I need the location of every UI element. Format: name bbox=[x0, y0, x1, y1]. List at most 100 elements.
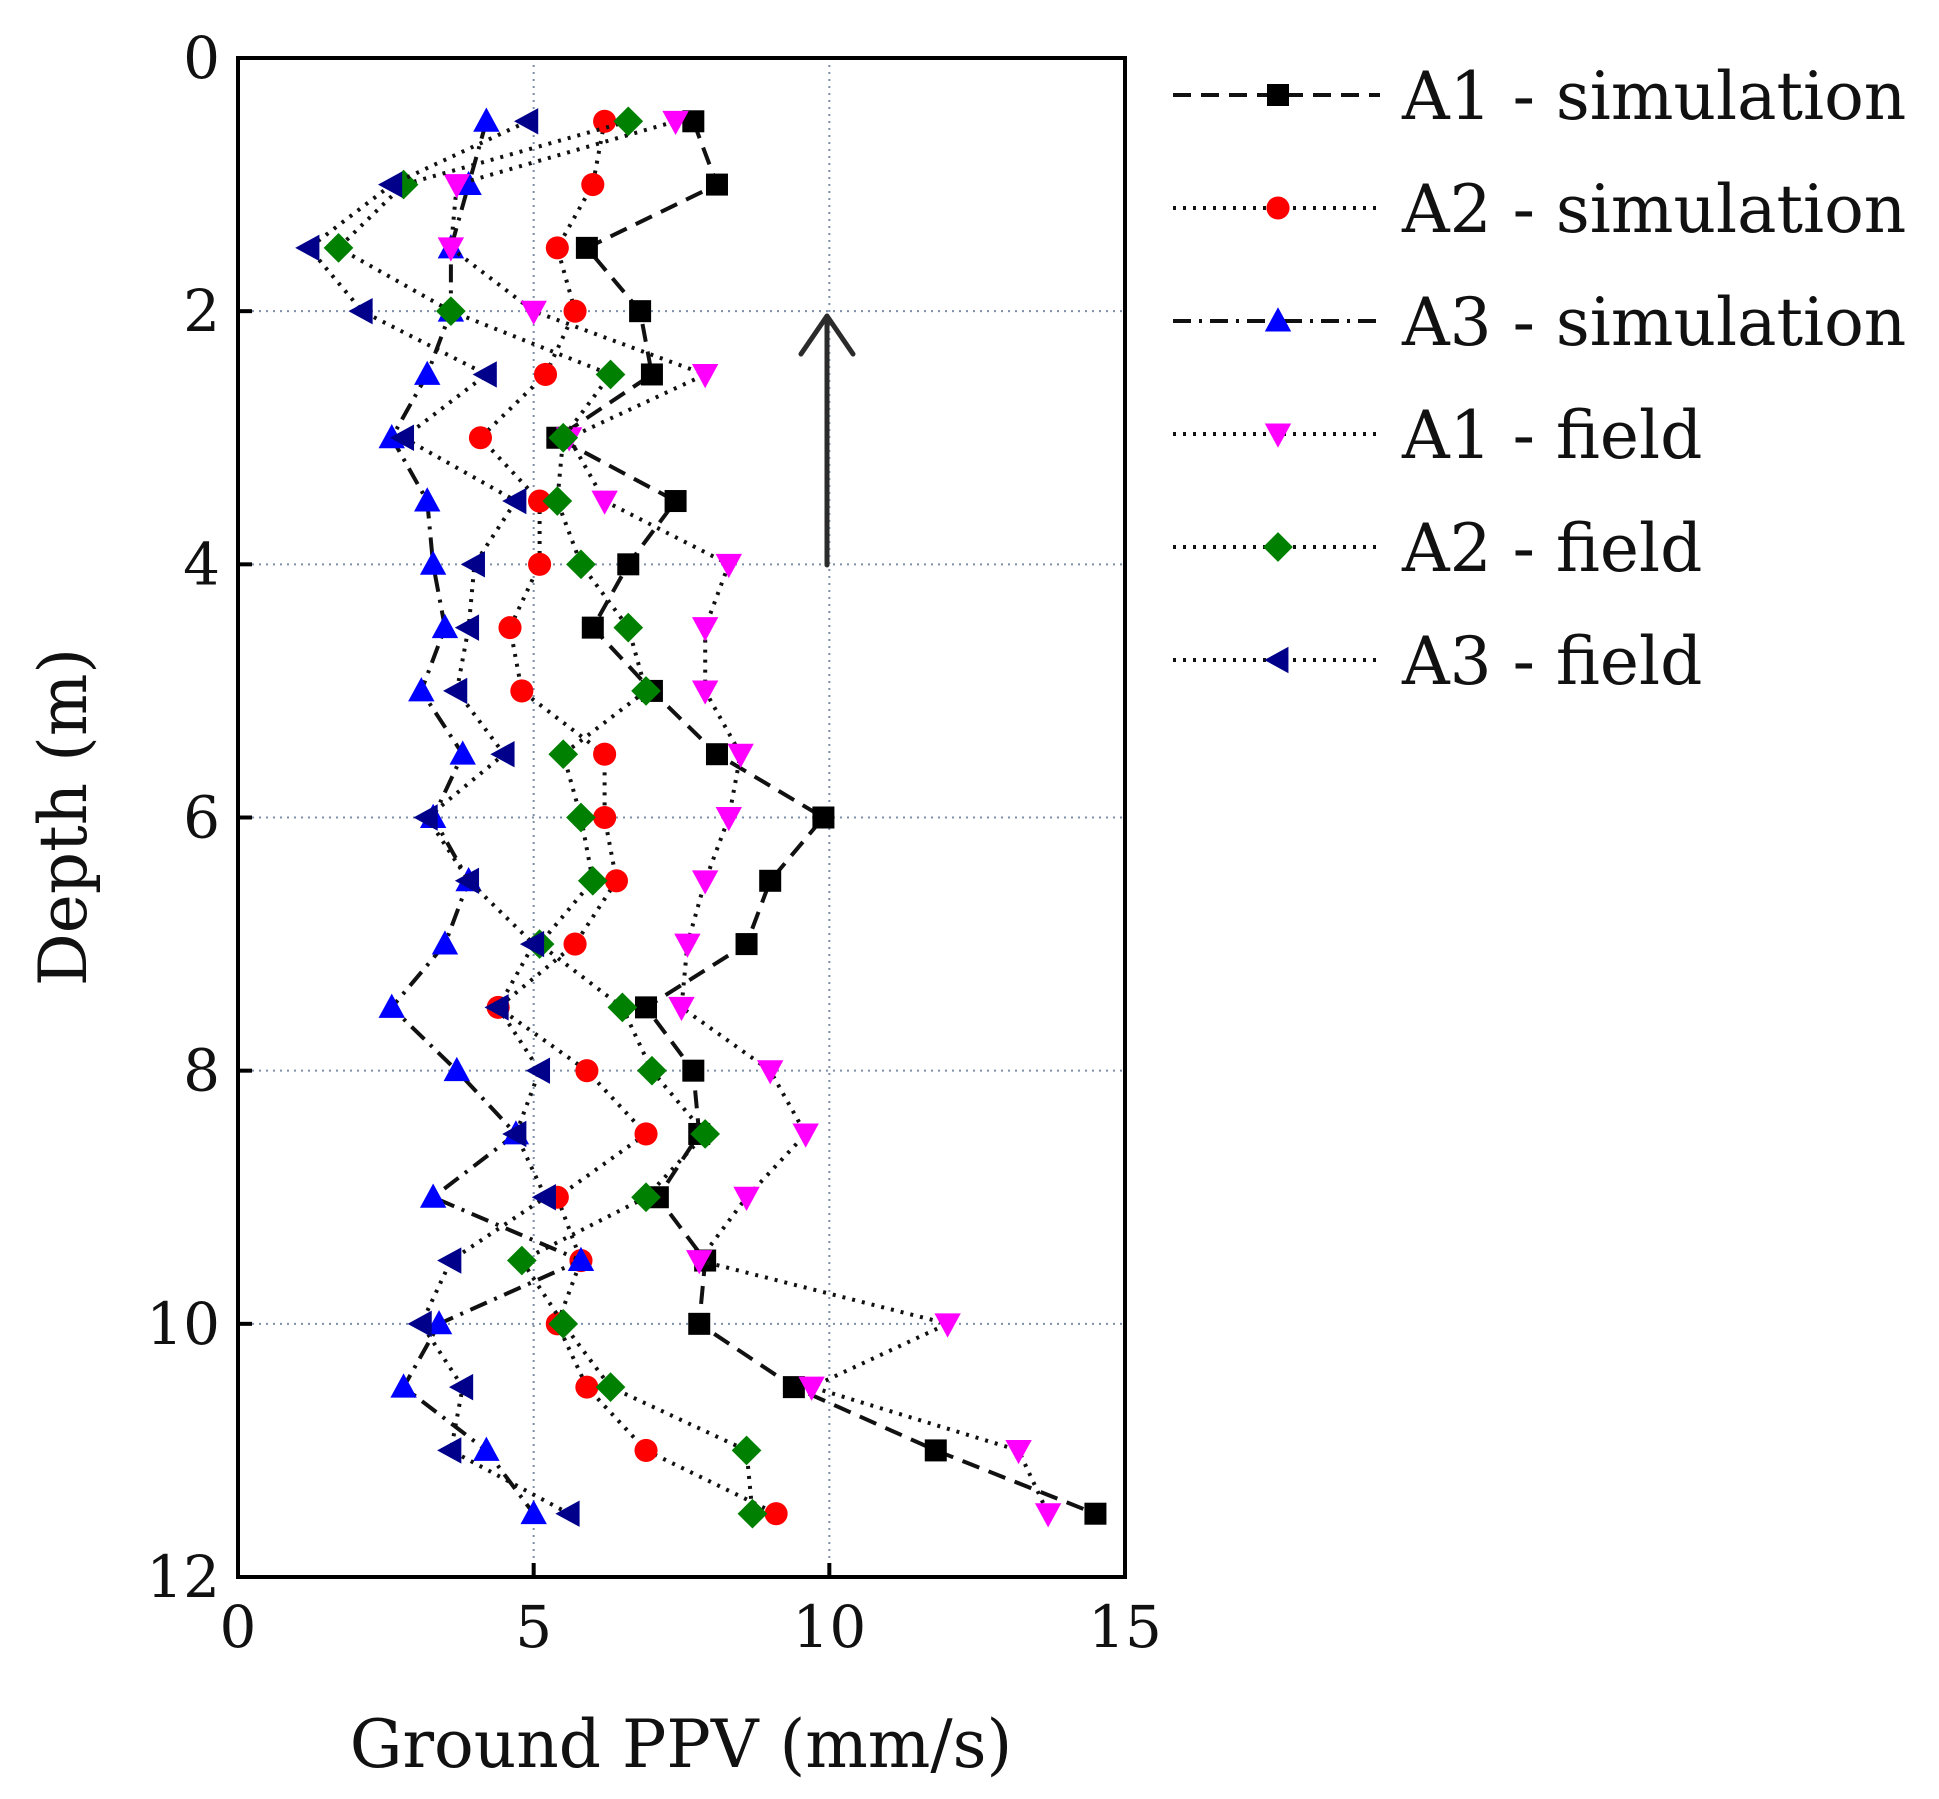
data-point bbox=[575, 1059, 599, 1083]
legend-label: A2 - field bbox=[1401, 510, 1702, 587]
data-point bbox=[437, 1437, 462, 1464]
data-point bbox=[581, 616, 604, 639]
data-point bbox=[727, 743, 754, 768]
data-point bbox=[437, 1247, 462, 1274]
data-point bbox=[604, 869, 629, 893]
data-point bbox=[731, 1435, 762, 1466]
data-point bbox=[484, 994, 509, 1021]
data-point bbox=[323, 233, 354, 263]
data-point bbox=[715, 553, 743, 579]
data-point bbox=[595, 1372, 626, 1402]
data-point bbox=[548, 739, 579, 770]
data-point bbox=[510, 679, 534, 703]
data-point bbox=[792, 1123, 819, 1148]
legend-item: A1 - simulation bbox=[1173, 58, 1906, 135]
data-point bbox=[295, 234, 320, 262]
grid-lines bbox=[238, 58, 1125, 1577]
data-point bbox=[454, 614, 480, 641]
data-point bbox=[759, 869, 782, 892]
data-point bbox=[595, 359, 626, 390]
data-point bbox=[545, 236, 569, 260]
data-point bbox=[613, 106, 644, 137]
y-tick-label: 0 bbox=[183, 24, 220, 92]
data-point bbox=[473, 107, 500, 132]
data-point bbox=[575, 236, 598, 259]
data-point bbox=[691, 364, 719, 389]
series-layer bbox=[295, 106, 1107, 1529]
data-point bbox=[613, 612, 644, 643]
data-point bbox=[348, 297, 373, 325]
data-point bbox=[514, 108, 539, 135]
data-point bbox=[468, 426, 492, 450]
data-point bbox=[798, 1376, 825, 1401]
data-point bbox=[449, 740, 476, 765]
data-point bbox=[705, 743, 728, 766]
y-tick-label: 6 bbox=[183, 784, 220, 852]
data-point bbox=[682, 110, 705, 133]
data-point bbox=[635, 996, 658, 1019]
data-point bbox=[581, 173, 605, 197]
data-point bbox=[473, 1436, 500, 1461]
data-point bbox=[607, 992, 638, 1023]
data-point bbox=[443, 677, 468, 705]
data-point bbox=[640, 363, 663, 386]
data-point bbox=[690, 1119, 721, 1149]
legend-item: A2 - simulation bbox=[1173, 171, 1906, 248]
data-point bbox=[691, 617, 719, 642]
axis-ticks bbox=[236, 56, 1127, 1579]
y-tick-label: 8 bbox=[183, 1037, 220, 1105]
data-point bbox=[668, 996, 695, 1022]
data-point bbox=[764, 1502, 788, 1526]
legend-label: A3 - simulation bbox=[1401, 284, 1906, 361]
data-point bbox=[686, 1250, 713, 1275]
data-point bbox=[413, 804, 438, 831]
data-point bbox=[575, 1375, 599, 1399]
data-point bbox=[682, 1059, 705, 1082]
legend-marker bbox=[1263, 532, 1293, 562]
data-point bbox=[389, 424, 415, 451]
data-point bbox=[528, 552, 552, 576]
y-tick-label: 2 bbox=[183, 277, 220, 345]
legend-label: A1 - simulation bbox=[1401, 58, 1906, 135]
data-point bbox=[528, 489, 552, 513]
data-point bbox=[617, 553, 640, 576]
legend-marker bbox=[1264, 646, 1289, 674]
data-point bbox=[506, 1245, 537, 1276]
legend-label: A3 - field bbox=[1401, 623, 1702, 700]
data-point bbox=[548, 422, 579, 453]
data-point bbox=[443, 174, 470, 199]
legend-marker bbox=[1266, 196, 1290, 220]
series-2 bbox=[468, 109, 788, 1526]
data-point bbox=[567, 1246, 595, 1271]
data-point bbox=[629, 300, 652, 323]
y-tick-label: 4 bbox=[183, 530, 220, 598]
data-point bbox=[631, 1182, 661, 1213]
data-point bbox=[472, 361, 497, 388]
legend-item: A2 - field bbox=[1173, 510, 1702, 587]
data-point bbox=[431, 930, 459, 955]
data-point bbox=[705, 173, 728, 196]
data-point bbox=[425, 1310, 453, 1335]
data-point bbox=[414, 360, 441, 385]
data-point bbox=[431, 613, 459, 639]
data-point bbox=[455, 170, 482, 196]
data-point bbox=[924, 1439, 947, 1462]
data-point bbox=[593, 109, 617, 133]
data-point bbox=[520, 1499, 547, 1525]
data-point bbox=[419, 550, 447, 575]
legend-label: A1 - field bbox=[1401, 397, 1702, 474]
data-point bbox=[502, 487, 527, 515]
data-point bbox=[388, 169, 419, 200]
x-tick-label: 5 bbox=[515, 1593, 552, 1661]
data-point bbox=[782, 1376, 805, 1399]
data-point bbox=[634, 1438, 658, 1462]
legend-marker bbox=[1267, 84, 1289, 106]
data-point bbox=[1084, 1502, 1107, 1525]
data-point bbox=[637, 1055, 667, 1086]
x-tick-label: 0 bbox=[220, 1593, 257, 1661]
data-point bbox=[407, 1310, 432, 1338]
data-point bbox=[566, 549, 596, 580]
data-point bbox=[691, 870, 719, 895]
legend-marker bbox=[1264, 423, 1292, 448]
data-point bbox=[757, 1060, 784, 1085]
